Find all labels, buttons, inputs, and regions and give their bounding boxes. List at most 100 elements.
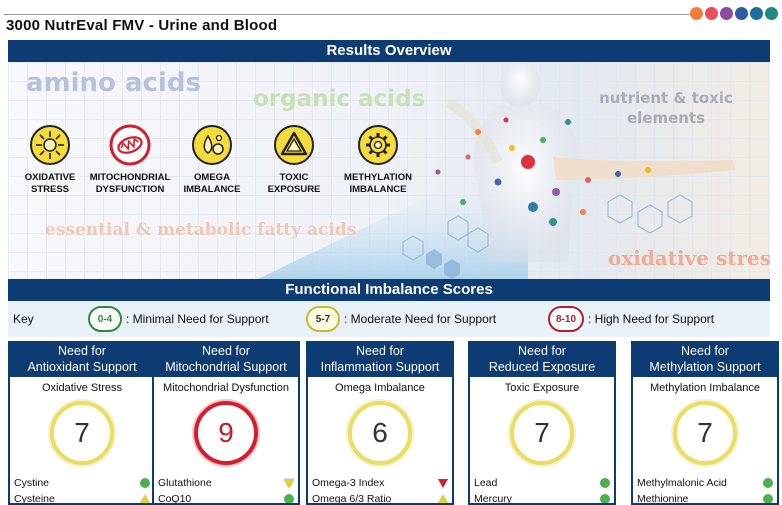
hero-word-nutrient-toxic: nutrient & toxic elements — [599, 89, 733, 127]
marker-name: Methylmalonic Acid — [637, 477, 727, 489]
key-label: Key — [13, 312, 34, 326]
marker-row: CoQ10 — [158, 491, 294, 505]
marker-list: LeadMercuryα-Hydroxyisobutyric Acid — [474, 475, 610, 505]
score-card-header-line1: Need for — [202, 344, 250, 358]
score-circle: 7 — [510, 401, 574, 465]
results-overview-header: Results Overview — [8, 40, 770, 62]
marker-row: Methylmalonic Acid — [637, 475, 773, 491]
marker-name: Cysteine — [14, 493, 55, 505]
triangle-icon — [273, 124, 315, 166]
key-badge-moderate: 5-7 — [306, 306, 340, 332]
score-card-body: Oxidative Stress7CystineCysteineLipid Pe… — [8, 377, 156, 505]
marker-row: Cystine — [14, 475, 150, 491]
brand-dot — [735, 7, 748, 20]
marker-list: GlutathioneCoQ10Magnesium — [158, 475, 294, 505]
key-text-high: : High Need for Support — [588, 312, 715, 326]
marker-name: Lead — [474, 477, 498, 489]
score-card-body: Toxic Exposure7LeadMercuryα-Hydroxyisobu… — [468, 377, 616, 505]
functional-imbalance-scores-header: Functional Imbalance Scores — [8, 279, 770, 301]
category-label: METHYLATION IMBALANCE — [336, 172, 420, 196]
marker-name: Glutathione — [158, 477, 212, 489]
brand-dot — [765, 7, 778, 20]
category-label-line: IMBALANCE — [183, 184, 241, 195]
score-card-header: Need for Methylation Support — [631, 341, 779, 377]
hero-word-oxidative-stress: oxidative stress — [608, 246, 770, 270]
marker-list: Methylmalonic AcidMethionineGlutathione — [637, 475, 773, 505]
brand-dot — [750, 7, 763, 20]
score-card-header-line1: Need for — [681, 344, 729, 358]
score-card-body: Mitochondrial Dysfunction 9 Glutathione CoQ… — [152, 377, 300, 505]
green-indicator-icon — [763, 478, 773, 488]
key-badge-high: 8-10 — [548, 306, 584, 332]
brand-dot — [720, 7, 733, 20]
score-card-category: Mitochondrial Dysfunction — [163, 382, 289, 394]
score-card-category: Omega Imbalance — [335, 382, 425, 394]
gear-icon — [357, 124, 399, 166]
score-circle: 9 — [194, 401, 258, 465]
category-label-line: DYSFUNCTION — [95, 184, 165, 195]
key-badge-minimal: 0-4 — [88, 306, 122, 332]
category-oxidative-stress: OXIDATIVE STRESS — [8, 124, 92, 196]
key-text-minimal: : Minimal Need for Support — [126, 312, 269, 326]
score-card: Need for Antioxidant Support Oxidative Str… — [8, 341, 156, 505]
score-card-category: Methylation Imbalance — [649, 382, 761, 394]
brand-dot — [690, 7, 703, 20]
category-label-line: OXIDATIVE — [24, 172, 76, 183]
category-label-line: METHYLATION — [344, 172, 412, 183]
marker-row: Methionine — [637, 491, 773, 505]
score-card-header-line2: Reduced Exposure — [488, 360, 596, 374]
marker-list: CystineCysteineLipid Peroxides — [14, 475, 150, 505]
score-card-header: Need for Mitochondrial Support — [152, 341, 300, 377]
score-card-header-line2: Methylation Support — [649, 360, 761, 374]
score-card-header: Need for Antioxidant Support — [8, 341, 156, 377]
hero-word-fatty-acids: essential & metabolic fatty acids — [45, 220, 357, 240]
category-label: OMEGA IMBALANCE — [170, 172, 254, 196]
green-indicator-icon — [763, 494, 773, 503]
title-rule — [4, 14, 690, 15]
marker-name: CoQ10 — [158, 493, 192, 505]
mitochondria-icon — [109, 124, 151, 166]
marker-row: Cysteine — [14, 491, 150, 505]
score-card-category: Oxidative Stress — [41, 382, 123, 394]
category-toxic-exposure: TOXIC EXPOSURE — [252, 124, 336, 196]
category-mitochondrial-dysfunction: MITOCHONDRIAL DYSFUNCTION — [88, 124, 172, 196]
category-omega-imbalance: OMEGA IMBALANCE — [170, 124, 254, 196]
score-circle: 7 — [673, 401, 737, 465]
marker-row: Glutathione — [158, 475, 294, 491]
score-card-body: Omega Imbalance 6 Omega-3 Index Omega 6/3 R… — [306, 377, 454, 505]
score-card-header: Need for Reduced Exposure — [468, 341, 616, 377]
oil-drop-icon — [191, 124, 233, 166]
marker-row: Omega 6/3 Ratio — [312, 491, 448, 503]
tri-down-yellow-indicator-icon — [284, 478, 294, 488]
score-card-header-line1: Need for — [518, 344, 566, 358]
green-indicator-icon — [284, 494, 294, 503]
category-label: OXIDATIVE STRESS — [8, 172, 92, 196]
marker-row: Mercury — [474, 491, 610, 505]
score-circle: 6 — [348, 401, 412, 465]
brand-dot — [705, 7, 718, 20]
tri-up-yellow-indicator-icon — [438, 494, 448, 503]
marker-name: Mercury — [474, 493, 512, 505]
score-card-header-line1: Need for — [356, 344, 404, 358]
green-indicator-icon — [600, 478, 610, 488]
score-card-header: Need for Inflammation Support — [306, 341, 454, 377]
marker-name: Omega-3 Index — [312, 477, 385, 489]
human-figure-artwork — [258, 62, 736, 279]
score-key: Key 0-4 : Minimal Need for Support 5-7 :… — [8, 301, 770, 337]
page-title: 3000 NutrEval FMV - Urine and Blood — [6, 17, 278, 34]
marker-row: Omega-3 Index — [312, 475, 448, 491]
results-overview-illustration: amino acids organic acids nutrient & tox… — [8, 62, 770, 279]
hero-word-organic-acids: organic acids — [253, 86, 426, 112]
key-text-moderate: : Moderate Need for Support — [344, 312, 497, 326]
score-card-header-line2: Antioxidant Support — [27, 360, 137, 374]
marker-name: Methionine — [637, 493, 689, 505]
brand-logo-dots — [690, 7, 778, 20]
score-card: Need for Methylation Support Methylation I… — [631, 341, 779, 505]
score-card-body: Methylation Imbalance 7 Methylmalonic Acid… — [631, 377, 779, 505]
score-circle: 7 — [50, 401, 114, 465]
category-label-line: MITOCHONDRIAL — [89, 172, 171, 183]
marker-name: Cystine — [14, 477, 50, 489]
category-label-line: STRESS — [30, 184, 69, 195]
tri-up-yellow-indicator-icon — [140, 494, 150, 503]
